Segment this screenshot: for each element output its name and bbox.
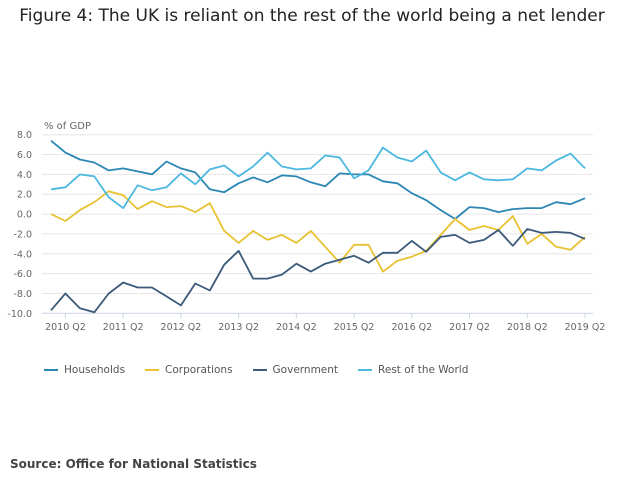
legend-swatch [252,369,267,371]
x-tick-label: 2016 Q2 [391,322,432,333]
legend-swatch [44,369,58,371]
legend-item-households: Households [44,364,125,376]
y-tick-label: -6.0 [13,269,32,280]
y-tick-label: -4.0 [13,249,32,260]
y-tick-label: 0.0 [17,210,32,221]
series-line-corporations [50,190,586,273]
chart-title: Figure 4: The UK is reliant on the rest … [19,6,605,26]
legend-label: Government [272,364,339,376]
x-tick-label: 2018 Q2 [507,322,548,333]
series-line-households [50,140,586,220]
x-tick-label: 2010 Q2 [45,322,86,333]
y-tick-label: 2.0 [17,190,32,201]
y-tick-label: 4.0 [17,170,32,181]
x-tick-label: 2013 Q2 [218,322,259,333]
y-axis-label: % of GDP [44,121,91,132]
series-line-government [50,228,586,314]
x-tick-label: 2012 Q2 [161,322,202,333]
series-line-rest-of-the-world [50,146,586,209]
legend-item-government: Government [252,364,339,376]
y-tick-label: 6.0 [17,150,32,161]
x-tick-label: 2015 Q2 [334,322,375,333]
legend-item-rest-of-world: Rest of the World [358,364,468,376]
x-tick-label: 2011 Q2 [103,322,144,333]
x-tick-label: 2019 Q2 [565,322,606,333]
legend-label: Rest of the World [378,364,469,376]
legend-label: Households [64,364,126,376]
legend-item-corporations: Corporations [145,364,233,376]
x-tick-label: 2017 Q2 [449,322,490,333]
y-tick-label: 8.0 [17,130,32,141]
legend: Households Corporations Government Rest … [44,364,468,376]
y-tick-label: -2.0 [13,229,32,240]
y-tick-label: -8.0 [13,289,32,300]
y-tick-label: -10.0 [7,309,32,320]
source-note: Source: Office for National Statistics [10,457,257,471]
legend-swatch [358,369,373,371]
line-chart: 8.0 6.0 4.0 2.0 0.0 -2.0 -4.0 -6.0 -8.0 -10.0 % of… [7,121,606,333]
x-tick-label: 2014 Q2 [276,322,317,333]
legend-swatch [145,369,160,371]
legend-label: Corporations [165,364,233,376]
